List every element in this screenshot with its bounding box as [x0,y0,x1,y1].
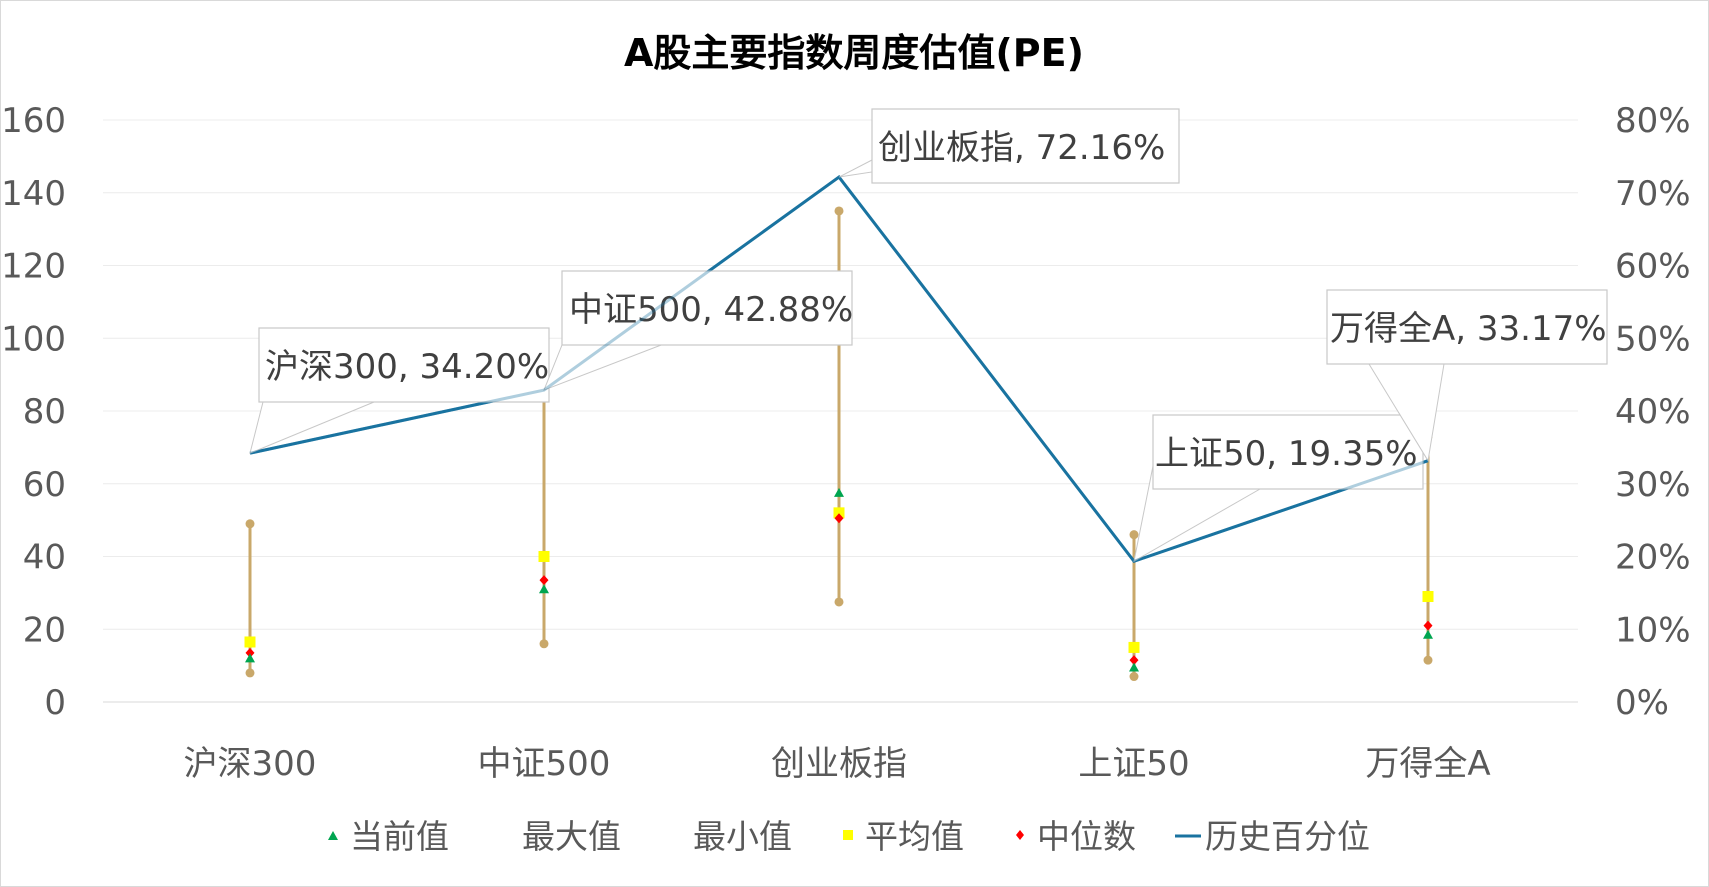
callout-box [1326,289,1608,365]
right-axis-ticks: 0% 10% 20% 30% 40% 50% 60% 70% 80% [1615,101,1691,723]
left-tick-label: 60 [23,465,66,505]
legend-label: 最小值 [693,817,792,856]
legend: 当前值 最大值 最小值 平均值 中位数 历史百分位 [328,817,1370,856]
left-tick-label: 120 [1,247,66,287]
callout-box [258,327,550,403]
left-tick-label: 140 [1,174,66,214]
legend-label: 最大值 [522,817,621,856]
legend-swatch [1016,830,1024,840]
legend-swatch [328,831,338,840]
marker-circle [539,639,549,649]
callout-label: 万得全A, 33.17% [1330,309,1607,349]
chart-title: A股主要指数周度估值(PE) [624,31,1084,75]
callout-box [871,108,1180,184]
marker-diamond [539,575,549,586]
right-tick-label: 30% [1615,465,1691,505]
category-axis-labels: 沪深300 中证500 创业板指 上证50 万得全A [184,744,1491,784]
marker-triangle [245,653,255,663]
right-tick-label: 40% [1615,392,1691,432]
marker-square [538,551,550,562]
marker-circle [245,519,255,529]
legend-label: 平均值 [865,817,964,856]
right-tick-label: 50% [1615,319,1691,359]
marker-square [1422,591,1434,603]
right-tick-label: 80% [1615,101,1691,141]
left-tick-label: 40 [23,538,66,578]
right-tick-label: 20% [1615,538,1691,578]
left-axis-ticks: 0 20 40 60 80 100 120 140 160 [1,101,66,723]
marker-diamond [1423,620,1433,631]
legend-swatch [843,830,853,840]
marker-square [244,636,256,648]
data-callouts: 沪深300, 34.20% 中证500, 42.88% 创业板指, 72.16% 上证… [249,108,1608,563]
marker-triangle [834,487,844,497]
category-label: 上证50 [1078,744,1189,784]
marker-triangle [1129,662,1139,672]
right-tick-label: 10% [1615,610,1691,650]
callout-box [561,270,853,346]
callout-label: 上证50, 19.35% [1155,434,1418,474]
category-label: 创业板指 [771,744,907,784]
left-tick-label: 80 [23,392,66,432]
legend-label: 历史百分位 [1205,817,1370,856]
marker-circle [834,206,844,216]
category-label: 沪深300 [184,744,317,784]
marker-square [833,507,845,519]
marker-series [244,206,1434,682]
left-tick-label: 160 [1,101,66,141]
category-label: 万得全A [1365,744,1490,784]
left-tick-label: 0 [44,683,66,723]
marker-triangle [539,584,549,594]
category-label: 中证500 [478,744,611,784]
marker-circle [1129,672,1139,682]
callout-pointer [249,401,375,455]
callout-label: 沪深300, 34.20% [265,347,549,387]
marker-diamond [245,647,255,658]
marker-diamond [1129,655,1139,666]
right-tick-label: 60% [1615,247,1691,287]
legend-label: 中位数 [1037,817,1136,856]
right-tick-label: 0% [1615,683,1669,723]
marker-triangle [1423,629,1433,639]
callout-pointer [838,159,873,178]
left-tick-label: 20 [23,610,66,650]
legend-label: 当前值 [350,817,449,856]
marker-diamond [834,513,844,524]
callout-box [1152,414,1424,490]
marker-circle [834,597,844,607]
left-tick-label: 100 [1,319,66,359]
marker-circle [245,668,255,678]
right-tick-label: 70% [1615,174,1691,214]
marker-circle [1129,530,1139,540]
callout-label: 中证500, 42.88% [569,290,853,330]
marker-square [1128,641,1140,653]
callout-label: 创业板指, 72.16% [878,128,1165,168]
percentile-line-overlay [249,174,1429,563]
marker-circle [1423,655,1433,665]
